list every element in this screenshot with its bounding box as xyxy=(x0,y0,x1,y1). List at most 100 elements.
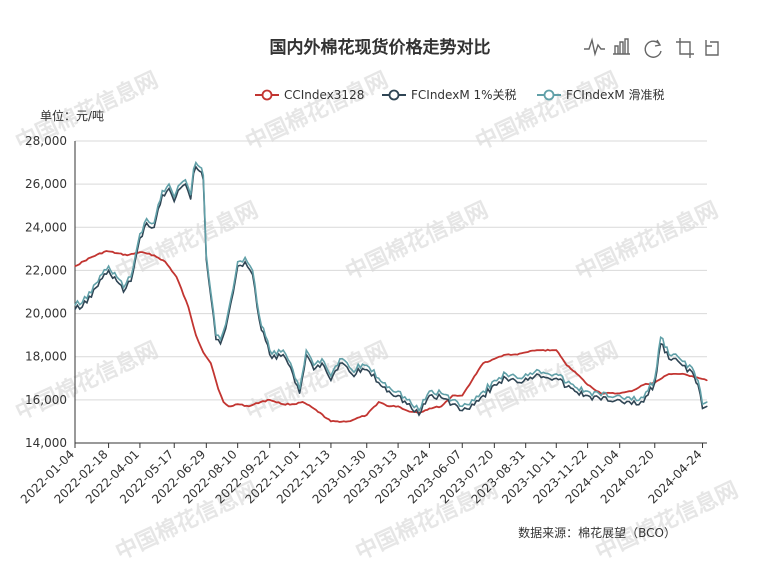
data-point xyxy=(269,353,271,356)
data-point xyxy=(107,265,110,267)
data-point xyxy=(428,390,431,392)
data-point xyxy=(378,382,380,384)
watermark: 中国棉花信息网 xyxy=(112,197,263,286)
data-point xyxy=(205,254,207,256)
data-point xyxy=(225,328,227,330)
data-point xyxy=(536,369,538,371)
crop-icon[interactable] xyxy=(676,38,694,58)
data-point xyxy=(525,351,527,353)
data-point xyxy=(516,377,519,379)
data-point xyxy=(366,364,368,366)
data-point xyxy=(202,351,204,353)
data-point xyxy=(668,373,670,375)
data-point xyxy=(587,384,589,386)
data-point xyxy=(321,358,323,360)
data-point xyxy=(175,276,178,278)
line-chart-icon[interactable] xyxy=(584,37,605,57)
data-point xyxy=(339,362,341,364)
y-axis-label: 单位：元/吨 xyxy=(40,108,104,123)
data-point xyxy=(701,403,704,405)
legend-label: FCIndexM 1%关税 xyxy=(411,88,517,102)
data-point xyxy=(290,366,292,369)
data-point xyxy=(631,390,633,392)
data-point xyxy=(282,353,284,356)
data-point xyxy=(600,399,602,401)
data-point xyxy=(228,405,230,407)
data-point xyxy=(199,170,201,172)
data-point xyxy=(222,401,225,403)
data-point xyxy=(225,323,227,325)
data-point xyxy=(587,390,589,392)
data-point xyxy=(330,379,332,382)
data-point xyxy=(210,362,212,364)
data-point xyxy=(146,222,148,224)
data-point xyxy=(195,161,197,164)
data-point xyxy=(179,187,181,190)
data-point xyxy=(116,252,118,254)
data-point xyxy=(202,174,204,177)
y-tick-label: 20,000 xyxy=(25,307,67,321)
legend: CCIndex3128 FCIndexM 1%关税 FCIndexM 滑准税 xyxy=(255,88,665,102)
data-point xyxy=(153,254,155,256)
data-point xyxy=(90,256,92,259)
data-point xyxy=(330,420,332,423)
data-point xyxy=(668,353,670,356)
data-point xyxy=(199,166,201,168)
data-point xyxy=(451,394,454,397)
y-tick-label: 26,000 xyxy=(25,177,67,191)
legend-marker xyxy=(388,89,400,101)
data-point xyxy=(691,371,693,373)
data-point xyxy=(706,405,708,407)
data-point xyxy=(153,222,155,224)
data-point xyxy=(691,375,693,377)
data-point xyxy=(451,403,454,405)
y-tick-label: 22,000 xyxy=(25,263,67,277)
data-point xyxy=(642,397,645,399)
data-point xyxy=(301,401,304,403)
data-point xyxy=(566,386,568,388)
data-point xyxy=(153,226,155,228)
data-point xyxy=(116,276,118,278)
watermark: 中国棉花信息网 xyxy=(472,67,623,156)
data-point xyxy=(471,399,473,401)
data-point xyxy=(493,379,495,382)
data-point xyxy=(654,377,656,379)
data-point xyxy=(388,390,390,392)
back-icon[interactable] xyxy=(705,40,719,56)
data-point xyxy=(566,382,568,384)
x-axis: 2022-01-042022-02-182022-04-012022-05-17… xyxy=(18,442,707,506)
data-point xyxy=(691,366,693,369)
y-tick-label: 24,000 xyxy=(25,220,67,234)
data-point xyxy=(555,373,557,375)
data-point xyxy=(330,375,332,377)
data-point xyxy=(190,194,192,196)
data-point xyxy=(679,358,681,360)
data-point xyxy=(706,401,708,403)
data-point xyxy=(388,386,390,388)
legend-item[interactable]: CCIndex3128 xyxy=(255,88,364,102)
legend-item[interactable]: FCIndexM 滑准税 xyxy=(537,88,665,102)
series-line xyxy=(74,250,708,423)
data-point xyxy=(275,358,278,360)
chart-title: 国内外棉花现货价格走势对比 xyxy=(270,37,491,58)
data-point xyxy=(505,353,507,356)
data-point xyxy=(428,394,431,397)
data-point xyxy=(461,405,463,407)
watermark: 中国棉花信息网 xyxy=(572,197,723,286)
data-source: 数据来源：棉花展望（BCO） xyxy=(518,525,676,540)
restore-icon[interactable] xyxy=(644,39,662,58)
data-point xyxy=(701,407,704,410)
data-point xyxy=(574,390,576,392)
data-point xyxy=(679,373,681,375)
legend-item[interactable]: FCIndexM 1%关税 xyxy=(382,88,517,102)
legend-marker xyxy=(261,89,273,101)
y-axis: 14,000 16,000 18,000 20,000 22,000 24,000 26,0… xyxy=(25,134,76,450)
data-point xyxy=(697,379,699,382)
legend-label: CCIndex3128 xyxy=(284,88,364,102)
data-point xyxy=(600,394,602,397)
watermark: 中国棉花信息网 xyxy=(342,197,493,286)
data-point xyxy=(195,166,197,168)
data-point xyxy=(366,414,368,416)
bar-chart-icon[interactable] xyxy=(613,38,630,55)
data-point xyxy=(482,394,484,397)
